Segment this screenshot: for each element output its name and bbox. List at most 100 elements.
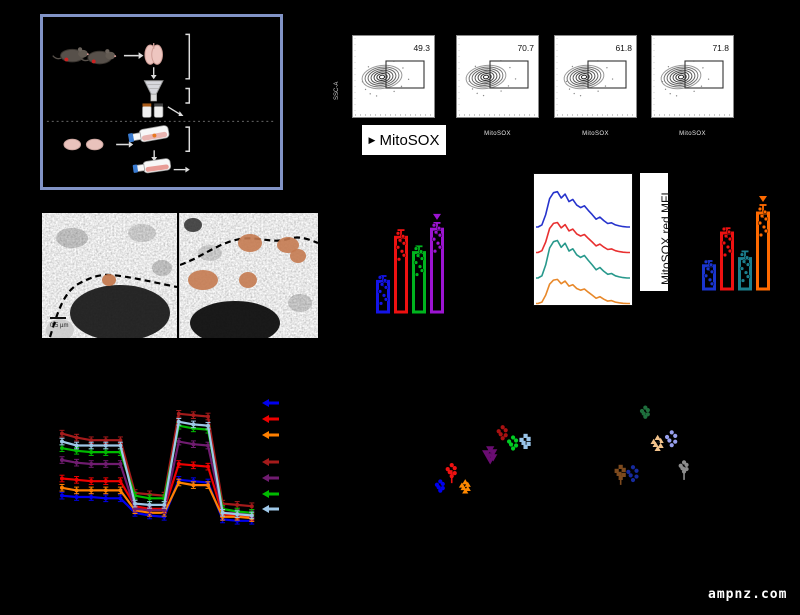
scale-bar bbox=[50, 317, 66, 319]
data-point bbox=[763, 216, 769, 222]
data-point bbox=[176, 462, 181, 466]
data-point bbox=[743, 270, 749, 275]
data-point bbox=[431, 237, 437, 242]
data-point bbox=[741, 259, 747, 264]
mitochondria-highlight bbox=[238, 234, 262, 252]
cell-boundary-dashed bbox=[180, 236, 318, 267]
flow-plot-svg: 71.8 bbox=[651, 35, 734, 118]
data-point bbox=[762, 209, 768, 215]
data-point bbox=[436, 226, 442, 231]
mitosox-mfi-bar-chart bbox=[688, 185, 784, 291]
data-point bbox=[133, 506, 137, 511]
energy-map-scatter-right bbox=[603, 393, 707, 492]
data-point bbox=[147, 496, 152, 501]
data-point bbox=[727, 236, 733, 242]
data-point bbox=[60, 476, 64, 481]
flow-plot-3: 61.8 bbox=[554, 35, 637, 118]
outlier-point bbox=[759, 196, 767, 202]
culture-flask-icon bbox=[132, 158, 172, 174]
data-point bbox=[74, 435, 79, 440]
nucleus-region bbox=[190, 301, 280, 338]
data-point bbox=[89, 438, 94, 443]
data-point bbox=[147, 508, 152, 513]
data-point bbox=[739, 252, 745, 257]
data-point bbox=[739, 266, 745, 271]
histogram-curve-blue bbox=[536, 190, 630, 228]
data-point bbox=[763, 228, 769, 234]
outlier-point bbox=[433, 213, 441, 220]
data-point bbox=[60, 431, 64, 436]
data-point bbox=[118, 462, 123, 466]
electron-microscopy-panel: 0.5 µm bbox=[42, 213, 320, 338]
data-point bbox=[437, 233, 443, 238]
data-point bbox=[249, 513, 254, 518]
data-point bbox=[103, 438, 108, 443]
legend-marker-purple bbox=[262, 474, 279, 482]
data-point bbox=[74, 488, 79, 493]
data-point bbox=[89, 450, 94, 455]
data-point bbox=[89, 462, 94, 466]
data-point bbox=[118, 443, 123, 448]
data-point bbox=[431, 223, 437, 228]
flow-x-axis-label: MitoSOX bbox=[582, 131, 609, 137]
data-point bbox=[176, 439, 181, 444]
mouse-icon bbox=[52, 47, 89, 63]
histogram-curve-red bbox=[536, 221, 630, 254]
data-point bbox=[740, 278, 746, 283]
data-point bbox=[60, 485, 64, 490]
bracket-small bbox=[185, 126, 191, 152]
data-point bbox=[703, 273, 709, 278]
em-image-left: 0.5 µm bbox=[42, 213, 177, 338]
data-point bbox=[74, 495, 79, 499]
arrow-diagonal-icon bbox=[167, 106, 184, 117]
data-point bbox=[74, 443, 79, 448]
scatter-group-orange bbox=[458, 479, 471, 494]
data-point bbox=[437, 245, 443, 250]
flow-cytometry-row: 49.3 70.7 MitoSOX 61.8 MitoSOX 71.8 MitoSOX bbox=[352, 35, 734, 145]
data-point bbox=[383, 297, 389, 302]
data-point bbox=[235, 502, 240, 507]
data-point bbox=[377, 275, 383, 280]
data-point bbox=[60, 439, 64, 444]
schematic-drawing bbox=[46, 33, 277, 174]
data-point bbox=[745, 262, 751, 267]
data-point bbox=[378, 301, 384, 306]
data-point bbox=[103, 450, 108, 455]
scatter-group-navy bbox=[626, 465, 639, 483]
data-point bbox=[721, 240, 727, 246]
data-point bbox=[89, 488, 94, 493]
data-point bbox=[235, 512, 240, 517]
data-point bbox=[191, 463, 196, 468]
legend-marker-green bbox=[262, 490, 279, 498]
bracket-small bbox=[185, 87, 191, 104]
watermark: ampnz.com bbox=[708, 587, 788, 602]
legend-marker-orange bbox=[262, 431, 279, 439]
scatter-group-light-blue bbox=[519, 433, 531, 450]
data-point bbox=[103, 479, 108, 484]
data-point bbox=[377, 289, 383, 294]
gate-percent: 49.3 bbox=[413, 43, 430, 53]
scatter-group-dark-green bbox=[639, 405, 650, 419]
data-point bbox=[761, 224, 767, 230]
legend-marker-dark-red bbox=[262, 458, 279, 466]
data-point bbox=[60, 458, 64, 463]
data-point bbox=[418, 249, 424, 254]
contour-population bbox=[465, 60, 517, 97]
data-point bbox=[723, 233, 729, 239]
data-point bbox=[726, 229, 732, 235]
data-point bbox=[89, 479, 94, 484]
data-point bbox=[397, 238, 403, 243]
mitosox-positive-bar-chart bbox=[360, 198, 460, 314]
data-point bbox=[60, 446, 64, 451]
mitosox-histogram-ridgeline bbox=[533, 173, 633, 306]
histogram-curve-orange bbox=[536, 278, 630, 305]
mitochondria-highlight bbox=[290, 249, 306, 263]
data-point bbox=[744, 255, 750, 260]
data-point bbox=[721, 226, 727, 232]
gate-rect bbox=[684, 60, 724, 89]
flow-plot-svg: 61.8 bbox=[554, 35, 637, 118]
culture-flask-icon bbox=[128, 125, 170, 143]
data-point bbox=[417, 264, 423, 269]
data-point bbox=[383, 285, 389, 290]
